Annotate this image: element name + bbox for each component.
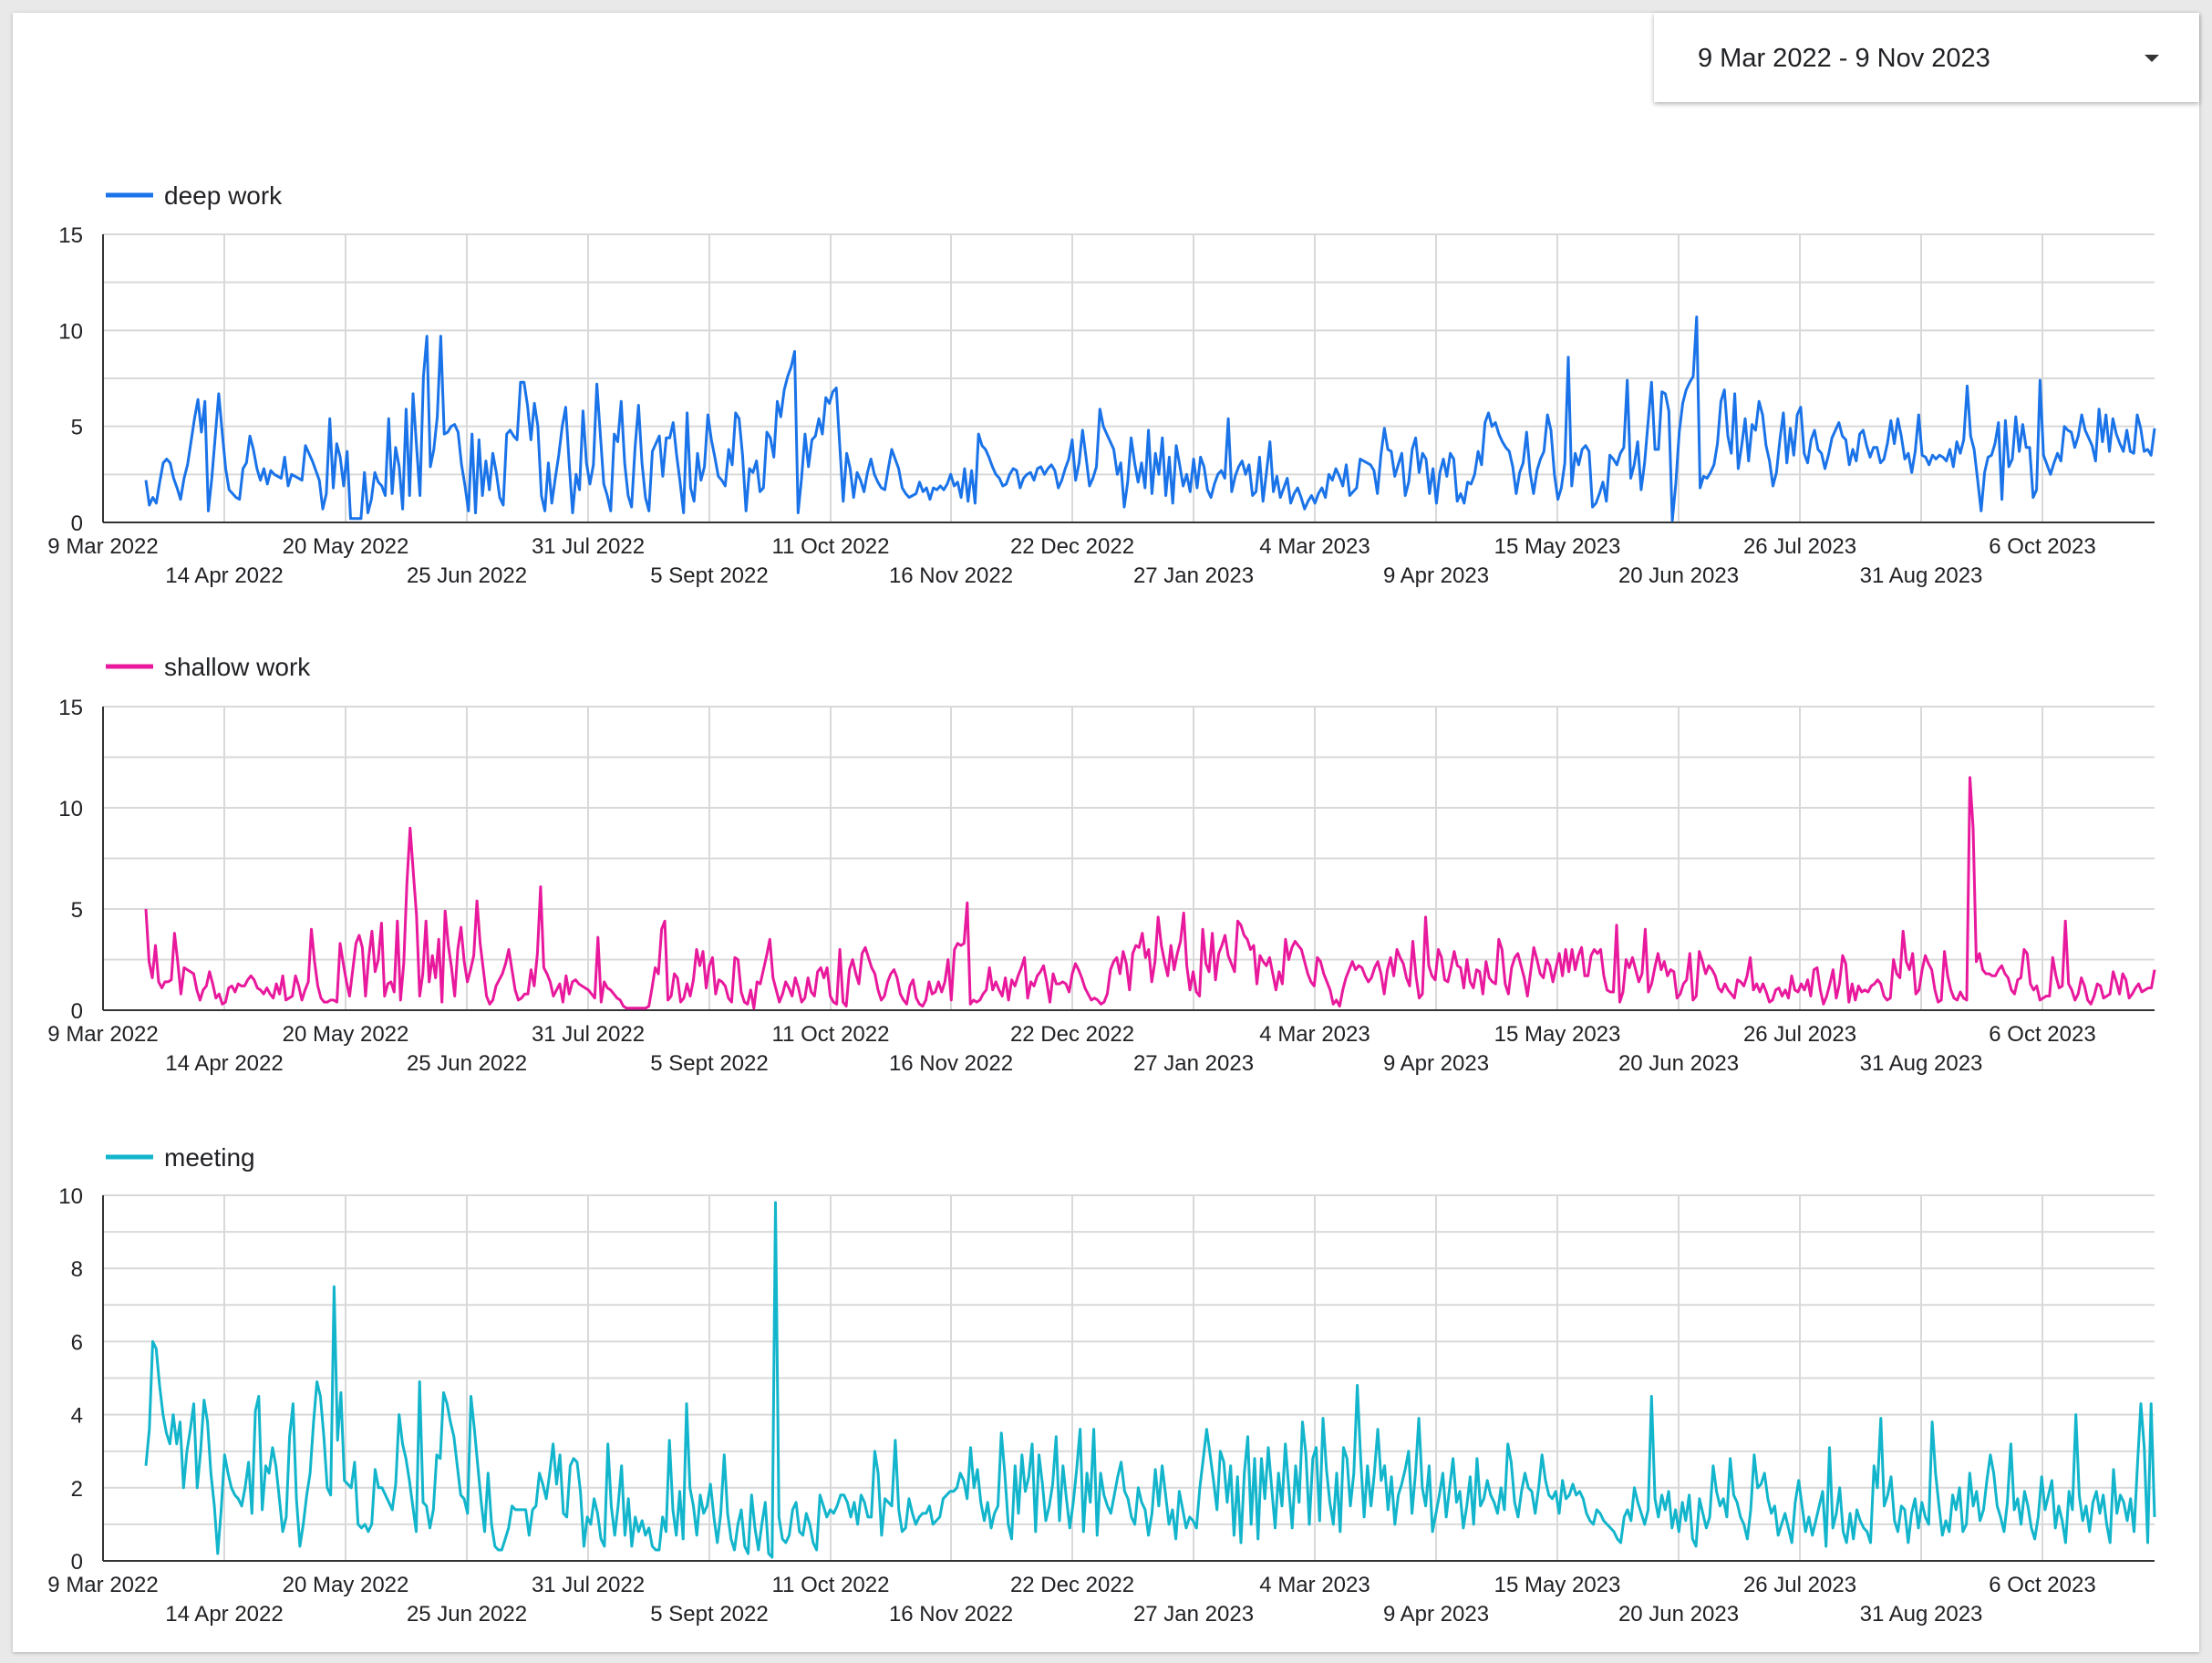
x-tick-label: 5 Sept 2022 bbox=[650, 563, 768, 588]
series-line bbox=[144, 1201, 2156, 1559]
x-tick-label: 6 Oct 2023 bbox=[1989, 534, 2095, 559]
x-tick-label: 6 Oct 2023 bbox=[1989, 1022, 2095, 1047]
x-tick-label: 14 Apr 2022 bbox=[165, 1051, 283, 1076]
y-tick-label: 10 bbox=[58, 797, 83, 821]
x-tick-label: 4 Mar 2023 bbox=[1259, 1022, 1370, 1047]
x-tick-label: 20 Jun 2023 bbox=[1618, 1051, 1739, 1076]
x-tick-label: 15 May 2023 bbox=[1494, 1573, 1621, 1597]
x-tick-label: 25 Jun 2022 bbox=[407, 563, 527, 588]
x-tick-label: 11 Oct 2022 bbox=[772, 534, 890, 559]
x-tick-label: 4 Mar 2023 bbox=[1259, 534, 1370, 559]
x-tick-label: 20 May 2022 bbox=[283, 1022, 409, 1047]
chart-panel-3: 0 2 4 6 8 10 9 Mar 2022 20 May 2022 31 Jul 2022 1… bbox=[47, 1143, 2156, 1627]
date-range-selector[interactable]: 9 Mar 2022 - 9 Nov 2023 bbox=[1654, 13, 2199, 102]
y-tick-label: 15 bbox=[58, 696, 83, 720]
y-tick-label: 10 bbox=[58, 1184, 83, 1209]
x-tick-label: 22 Dec 2022 bbox=[1010, 1022, 1134, 1047]
x-tick-label: 15 May 2023 bbox=[1494, 1022, 1621, 1047]
y-tick-label: 0 bbox=[71, 1550, 83, 1575]
x-tick-label: 31 Jul 2022 bbox=[532, 534, 645, 559]
x-tick-label: 14 Apr 2022 bbox=[165, 1602, 283, 1627]
x-tick-label: 27 Jan 2023 bbox=[1133, 563, 1254, 588]
x-tick-label: 31 Aug 2023 bbox=[1860, 1051, 1983, 1076]
series-line bbox=[144, 315, 2156, 522]
x-tick-label: 27 Jan 2023 bbox=[1133, 1051, 1254, 1076]
x-tick-label: 26 Jul 2023 bbox=[1743, 1022, 1856, 1047]
x-tick-label: 31 Jul 2022 bbox=[532, 1022, 645, 1047]
y-tick-label: 6 bbox=[71, 1330, 83, 1355]
legend-label: deep work bbox=[164, 181, 283, 210]
y-tick-label: 0 bbox=[71, 511, 83, 536]
x-tick-label: 26 Jul 2023 bbox=[1743, 534, 1856, 559]
date-range-label: 9 Mar 2022 - 9 Nov 2023 bbox=[1698, 44, 1990, 73]
y-tick-label: 2 bbox=[71, 1477, 83, 1502]
x-tick-label: 9 Apr 2023 bbox=[1383, 1602, 1489, 1627]
x-tick-label: 16 Nov 2022 bbox=[889, 1051, 1013, 1076]
x-tick-label: 20 May 2022 bbox=[283, 534, 409, 559]
x-tick-label: 6 Oct 2023 bbox=[1989, 1573, 2095, 1597]
y-tick-label: 5 bbox=[71, 416, 83, 440]
x-tick-label: 9 Mar 2022 bbox=[47, 1573, 158, 1597]
x-tick-label: 25 Jun 2022 bbox=[407, 1602, 527, 1627]
x-tick-label: 16 Nov 2022 bbox=[889, 563, 1013, 588]
x-tick-label: 31 Jul 2022 bbox=[532, 1573, 645, 1597]
legend-label: shallow work bbox=[164, 653, 311, 681]
y-tick-label: 15 bbox=[58, 223, 83, 248]
x-tick-label: 16 Nov 2022 bbox=[889, 1602, 1013, 1627]
legend-label: meeting bbox=[164, 1143, 255, 1172]
x-tick-label: 11 Oct 2022 bbox=[772, 1573, 890, 1597]
chart-panel-1: 0 5 10 15 9 Mar 2022 20 May 2022 31 Jul 2022 11… bbox=[47, 181, 2156, 588]
x-tick-label: 9 Apr 2023 bbox=[1383, 563, 1489, 588]
y-tick-label: 10 bbox=[58, 319, 83, 344]
x-tick-label: 31 Aug 2023 bbox=[1860, 1602, 1983, 1627]
x-tick-label: 31 Aug 2023 bbox=[1860, 563, 1983, 588]
y-tick-label: 0 bbox=[71, 999, 83, 1024]
x-tick-label: 22 Dec 2022 bbox=[1010, 1573, 1134, 1597]
x-tick-label: 20 May 2022 bbox=[283, 1573, 409, 1597]
x-tick-label: 25 Jun 2022 bbox=[407, 1051, 527, 1076]
x-tick-label: 14 Apr 2022 bbox=[165, 563, 283, 588]
x-tick-label: 27 Jan 2023 bbox=[1133, 1602, 1254, 1627]
y-tick-label: 8 bbox=[71, 1257, 83, 1282]
x-tick-label: 4 Mar 2023 bbox=[1259, 1573, 1370, 1597]
x-tick-label: 9 Mar 2022 bbox=[47, 1022, 158, 1047]
x-tick-label: 9 Mar 2022 bbox=[47, 534, 158, 559]
x-tick-label: 22 Dec 2022 bbox=[1010, 534, 1134, 559]
series-line bbox=[144, 776, 2156, 1010]
x-tick-label: 20 Jun 2023 bbox=[1618, 1602, 1739, 1627]
x-tick-label: 11 Oct 2022 bbox=[772, 1022, 890, 1047]
x-tick-label: 26 Jul 2023 bbox=[1743, 1573, 1856, 1597]
y-tick-label: 4 bbox=[71, 1404, 83, 1429]
chart-panel-2: 0 5 10 15 9 Mar 2022 20 May 2022 31 Jul 2022 11… bbox=[47, 653, 2156, 1076]
caret-down-icon[interactable] bbox=[2145, 55, 2159, 62]
x-tick-label: 5 Sept 2022 bbox=[650, 1602, 768, 1627]
y-tick-label: 5 bbox=[71, 898, 83, 923]
x-tick-label: 15 May 2023 bbox=[1494, 534, 1621, 559]
x-tick-label: 5 Sept 2022 bbox=[650, 1051, 768, 1076]
x-tick-label: 9 Apr 2023 bbox=[1383, 1051, 1489, 1076]
x-tick-label: 20 Jun 2023 bbox=[1618, 563, 1739, 588]
